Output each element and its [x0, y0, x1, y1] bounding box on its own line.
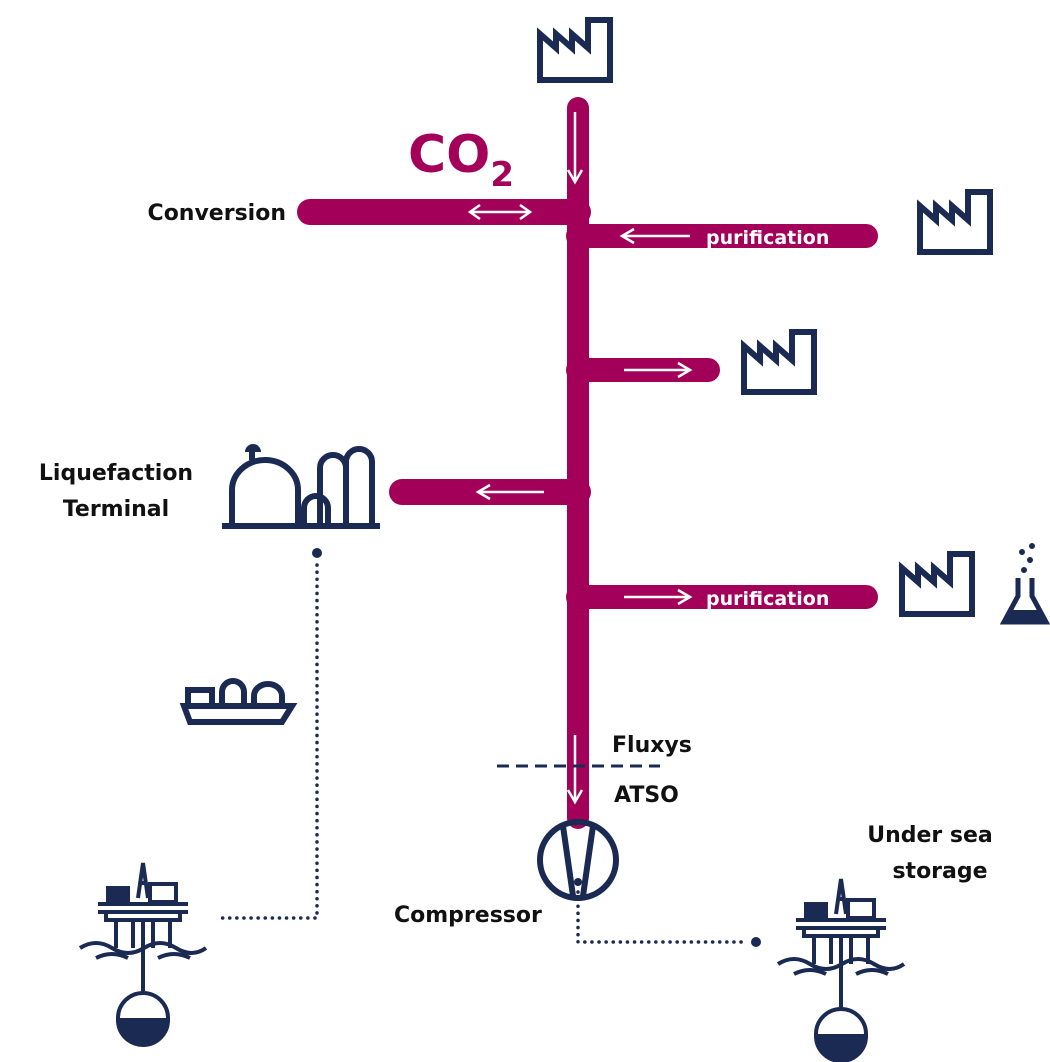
gas-name: CO: [408, 125, 490, 185]
flow-arrow: [624, 588, 693, 606]
storage-label: Under sea storage: [867, 823, 993, 884]
compressor-icon: [560, 825, 596, 897]
link-node: [574, 878, 582, 886]
factory-icon: [920, 192, 990, 252]
flow-arrow: [619, 227, 690, 245]
link-node: [312, 548, 322, 558]
flow-arrow: [566, 112, 584, 185]
shipping-link: [220, 563, 319, 920]
flow-arrow: [475, 483, 544, 501]
flow-arrow: [467, 203, 533, 221]
label-line: storage: [892, 859, 987, 884]
terminal-label: Liquefaction Terminal: [39, 461, 193, 522]
conversion-label: Conversion: [148, 201, 286, 226]
gas-label: CO2: [408, 125, 514, 195]
label-line: Terminal: [63, 497, 169, 522]
terminal-icon: [222, 444, 380, 529]
label-line: Liquefaction: [39, 461, 193, 486]
operator-label: ATSO: [614, 783, 679, 808]
factory-icon: [902, 554, 972, 614]
lab-flask-icon: [999, 543, 1050, 625]
label-line: Under sea: [867, 823, 993, 848]
compressor-label: Compressor: [394, 903, 542, 928]
gas-subscript: 2: [490, 155, 514, 195]
factory-icon: [744, 332, 814, 392]
purification-label: purification: [706, 588, 829, 610]
platform-icon: [776, 877, 906, 1062]
compressor-icon: [537, 819, 619, 901]
ship-icon: [179, 678, 298, 725]
platform-icon: [78, 861, 208, 1047]
flow-arrow: [624, 361, 693, 379]
operator-label: Fluxys: [612, 733, 692, 758]
link-node: [751, 937, 761, 947]
factory-icon: [540, 20, 610, 80]
pipeline-link: [576, 890, 750, 944]
purification-label: purification: [706, 227, 829, 249]
